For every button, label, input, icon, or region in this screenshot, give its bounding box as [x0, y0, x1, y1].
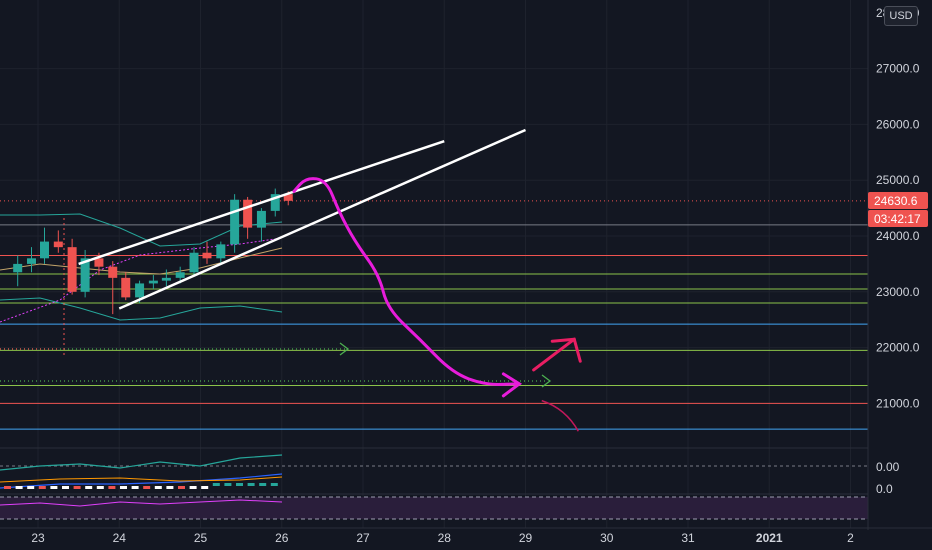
- current-price-marker: 24630.6 03:42:17: [868, 192, 928, 227]
- macd-avg-line: [0, 476, 283, 483]
- time-tick-label: 2: [847, 531, 854, 545]
- candle-body: [80, 258, 90, 292]
- candle-body: [230, 199, 240, 245]
- macd-histogram-bar: [154, 486, 162, 489]
- candle-body: [256, 210, 266, 228]
- macd-histogram-bar: [236, 483, 243, 486]
- macd-histogram-bar: [120, 486, 127, 489]
- time-tick-label: 26: [275, 531, 289, 545]
- signal-line: [0, 473, 283, 489]
- macd-histogram-bar: [131, 486, 139, 489]
- projection-path: [292, 177, 519, 386]
- channel-lower-line: [118, 128, 527, 310]
- candle-body: [283, 194, 293, 201]
- candle-body: [13, 263, 23, 273]
- drawings[interactable]: [63, 128, 582, 432]
- macd-histogram-bar: [143, 486, 151, 489]
- current-price-badge: [868, 192, 928, 209]
- price-tick-label: 21000.0: [876, 396, 920, 410]
- time-tick-label: 29: [519, 531, 533, 545]
- current-price-label: 24630.6: [874, 194, 918, 208]
- candle-body: [202, 252, 212, 259]
- up-arrow-line: [532, 337, 576, 372]
- rsi-band: [0, 497, 868, 519]
- macd-histogram-bar: [224, 483, 232, 486]
- indicator-axis: 0.00 0.0: [876, 460, 900, 496]
- macd-histogram-bar: [15, 486, 23, 489]
- dotted-arrow-head: [541, 374, 552, 388]
- candlesticks[interactable]: [13, 188, 293, 315]
- macd-histogram-bar: [96, 486, 104, 489]
- candle-body: [67, 247, 77, 292]
- candle-body: [148, 280, 158, 284]
- time-tick-label: 27: [356, 531, 370, 545]
- candle-body: [53, 241, 63, 248]
- time-axis[interactable]: 23 24 25 26 27 28 29 30 31 2021 2: [0, 527, 932, 545]
- candle-body: [121, 277, 131, 298]
- macd-histogram-bar: [259, 483, 267, 486]
- macd-histogram-bar: [108, 486, 116, 489]
- time-tick-label: 28: [438, 531, 452, 545]
- countdown-label: 03:42:17: [874, 212, 921, 226]
- currency-button[interactable]: USD: [884, 6, 918, 26]
- macd-zero-label: 0.00: [876, 460, 900, 474]
- macd-histogram-bar: [73, 486, 81, 489]
- macd-histogram-bar: [4, 486, 11, 489]
- rsi-line: [0, 499, 283, 507]
- candle-body: [216, 244, 226, 259]
- candle-body: [243, 199, 253, 228]
- candle-body: [161, 277, 171, 281]
- channel-upper-line: [78, 139, 445, 266]
- macd-histogram-bar: [85, 486, 93, 489]
- candle-body: [189, 252, 199, 273]
- macd-histogram-bar: [178, 486, 185, 489]
- indicator-panes: [0, 447, 868, 520]
- time-tick-label: 30: [600, 531, 614, 545]
- down-arrow-line: [541, 399, 579, 432]
- candle-body: [40, 241, 49, 259]
- macd-histogram-bar: [189, 486, 197, 489]
- macd-histogram-bar: [62, 486, 69, 489]
- macd-histogram-bar: [50, 486, 58, 489]
- lower-band: [0, 297, 283, 321]
- macd-histogram-bar: [201, 486, 209, 489]
- price-tick-label: 23000.0: [876, 285, 920, 299]
- candle-body: [27, 258, 36, 264]
- time-tick-label: 31: [681, 531, 695, 545]
- grid: [0, 0, 868, 528]
- macd-histogram-bar: [270, 483, 278, 486]
- macd-histogram-bar: [27, 486, 35, 489]
- candle-body: [108, 266, 118, 278]
- price-tick-label: 22000.0: [876, 341, 920, 355]
- price-tick-label: 24000.0: [876, 229, 920, 243]
- macd-histogram-bar: [247, 483, 255, 486]
- candle-body: [94, 258, 104, 267]
- time-tick-label: 24: [113, 531, 127, 545]
- price-tick-label: 26000.0: [876, 117, 920, 131]
- horizontal-levels[interactable]: [0, 200, 868, 430]
- projection-arrow-head: [501, 372, 523, 398]
- dotted-arrow-head: [339, 342, 350, 356]
- countdown-badge: [868, 210, 928, 227]
- price-tick-label: 27000.0: [876, 62, 920, 76]
- macd-histogram-bar: [212, 483, 220, 486]
- candle-body: [135, 283, 145, 298]
- price-tick-label: 25000.0: [876, 173, 920, 187]
- up-arrow-head: [550, 337, 582, 363]
- time-tick-label: 23: [31, 531, 45, 545]
- candle-body: [175, 272, 185, 278]
- time-tick-label: 25: [194, 531, 208, 545]
- macd-histogram-bar: [166, 486, 174, 489]
- rsi-zero-label: 0.0: [876, 482, 893, 496]
- price-axis[interactable]: 28000.0 27000.026000.025000.024000.02300…: [867, 0, 920, 530]
- macd-line: [0, 454, 283, 471]
- time-tick-label: 2021: [756, 531, 783, 545]
- macd-histogram-bar: [38, 486, 46, 489]
- candle-body: [270, 194, 280, 211]
- trend-dotted: [0, 237, 283, 323]
